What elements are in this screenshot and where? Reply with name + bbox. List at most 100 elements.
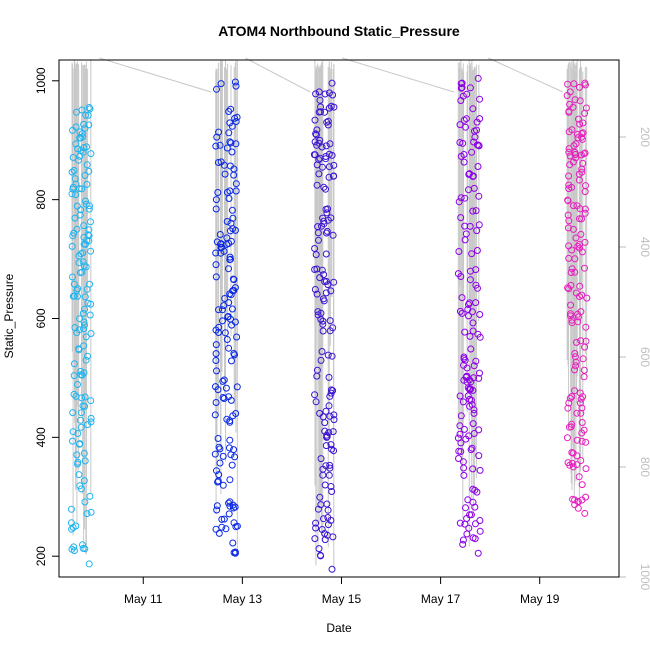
data-point bbox=[85, 237, 93, 245]
data-point bbox=[455, 455, 462, 462]
data-point bbox=[463, 364, 471, 372]
data-point bbox=[73, 108, 80, 116]
data-point bbox=[456, 392, 464, 400]
data-point bbox=[227, 105, 235, 113]
data-point bbox=[212, 399, 220, 406]
data-point bbox=[82, 263, 90, 271]
data-point bbox=[475, 192, 483, 200]
data-point bbox=[311, 286, 319, 293]
data-point bbox=[576, 389, 584, 397]
data-point bbox=[231, 78, 239, 86]
data-point bbox=[475, 374, 483, 382]
data-point bbox=[83, 143, 90, 151]
data-point bbox=[457, 214, 465, 222]
data-point bbox=[227, 139, 235, 147]
data-point bbox=[75, 185, 83, 193]
data-point bbox=[565, 185, 573, 193]
data-point bbox=[474, 549, 482, 557]
data-point bbox=[225, 499, 233, 507]
data-point bbox=[76, 211, 84, 219]
data-point bbox=[574, 134, 582, 142]
data-point bbox=[216, 231, 224, 238]
data-point bbox=[79, 402, 87, 410]
data-point bbox=[473, 141, 481, 149]
data-point bbox=[70, 280, 78, 288]
data-point bbox=[328, 79, 336, 87]
data-point bbox=[229, 412, 237, 420]
data-point bbox=[582, 438, 590, 446]
data-point bbox=[456, 121, 464, 129]
data-point bbox=[72, 123, 80, 131]
data-point bbox=[473, 126, 480, 134]
data-point bbox=[322, 185, 329, 193]
data-point bbox=[567, 269, 575, 276]
data-point bbox=[458, 294, 466, 302]
data-point bbox=[225, 393, 233, 401]
data-point bbox=[229, 287, 237, 295]
data-point bbox=[228, 357, 235, 365]
data-point bbox=[476, 333, 484, 341]
data-point bbox=[330, 161, 338, 169]
data-point bbox=[76, 315, 84, 323]
data-point bbox=[476, 95, 484, 103]
data-point bbox=[575, 115, 582, 123]
data-point bbox=[226, 476, 234, 484]
data-point bbox=[225, 129, 233, 137]
data-point bbox=[214, 386, 222, 394]
data-point bbox=[311, 535, 319, 543]
altitude-connector bbox=[488, 57, 564, 93]
right-tick-label: 1000 bbox=[638, 564, 650, 591]
data-point bbox=[79, 249, 87, 257]
data-point bbox=[571, 366, 578, 374]
right-tick-label: 600 bbox=[638, 347, 650, 367]
data-point bbox=[471, 503, 479, 511]
data-point bbox=[325, 402, 333, 410]
data-point bbox=[320, 217, 328, 225]
data-point bbox=[76, 440, 84, 448]
data-point bbox=[315, 88, 323, 96]
data-point bbox=[85, 205, 93, 213]
data-point bbox=[324, 514, 332, 521]
data-point bbox=[324, 281, 332, 289]
data-point bbox=[456, 307, 464, 315]
data-point bbox=[79, 133, 87, 141]
data-point bbox=[472, 281, 480, 289]
data-point bbox=[328, 488, 336, 495]
data-point bbox=[581, 109, 589, 117]
data-point bbox=[325, 429, 333, 437]
x-axis: May 11 May 13 May 15 May 17 May 19 bbox=[124, 576, 560, 606]
data-point bbox=[581, 264, 588, 272]
data-point bbox=[73, 329, 81, 337]
data-point bbox=[573, 436, 581, 444]
data-point bbox=[77, 134, 85, 142]
data-point bbox=[564, 404, 572, 412]
right-axis: 200 400 600 800 1000 bbox=[618, 127, 650, 591]
data-point bbox=[327, 287, 335, 295]
data-point bbox=[474, 163, 482, 170]
data-point bbox=[471, 486, 479, 494]
data-point bbox=[69, 154, 77, 161]
data-point bbox=[469, 327, 477, 335]
data-point bbox=[213, 85, 220, 93]
right-tick-label: 800 bbox=[638, 457, 650, 477]
data-point bbox=[317, 315, 325, 323]
data-point bbox=[460, 425, 468, 433]
data-point bbox=[321, 530, 329, 537]
data-point bbox=[232, 180, 240, 188]
data-point bbox=[470, 430, 478, 437]
data-point bbox=[212, 525, 220, 533]
data-point bbox=[70, 390, 78, 398]
data-point bbox=[328, 445, 336, 453]
data-point bbox=[324, 506, 332, 514]
data-point bbox=[213, 506, 221, 514]
data-point bbox=[460, 376, 468, 384]
data-point bbox=[80, 318, 88, 326]
data-point bbox=[463, 530, 471, 538]
data-point bbox=[312, 519, 320, 527]
data-point bbox=[318, 163, 326, 171]
data-point bbox=[576, 241, 583, 248]
data-point bbox=[86, 492, 94, 500]
data-point bbox=[460, 158, 468, 166]
data-point bbox=[579, 355, 587, 363]
